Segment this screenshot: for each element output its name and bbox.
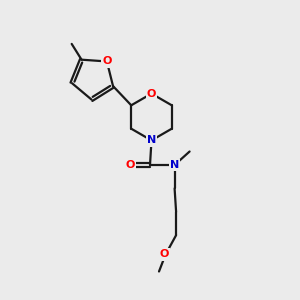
Text: O: O — [159, 249, 169, 260]
Text: O: O — [102, 56, 112, 67]
Text: O: O — [125, 160, 135, 170]
Text: O: O — [147, 88, 156, 99]
Text: N: N — [170, 160, 179, 170]
Text: N: N — [147, 135, 156, 146]
